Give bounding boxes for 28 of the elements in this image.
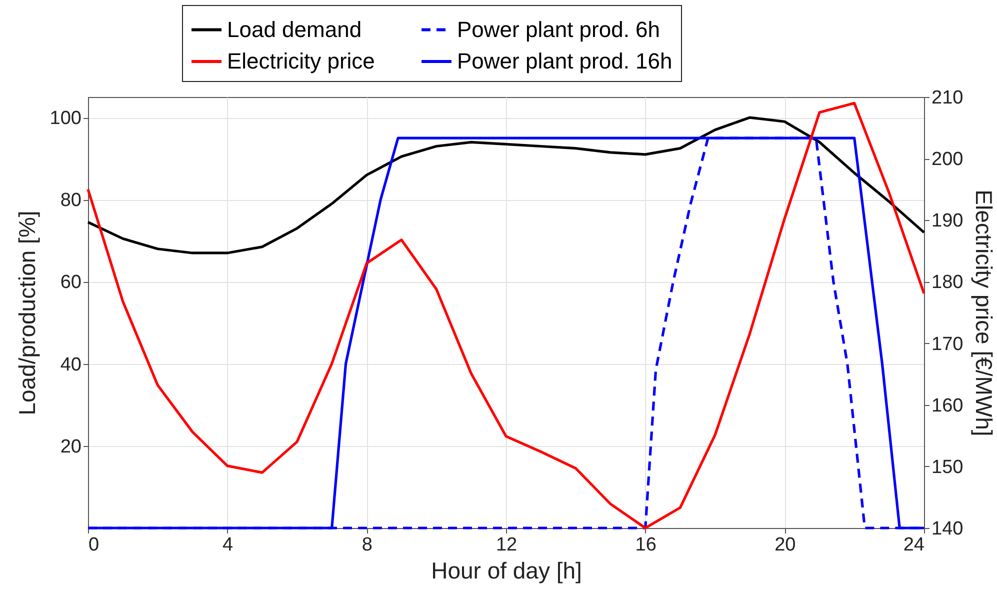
- y-tick-label: 100: [50, 108, 82, 130]
- y2-tick-label: 140: [932, 518, 964, 540]
- legend-label: Load demand: [227, 16, 362, 42]
- y-axis-title: Load/production [%]: [14, 210, 40, 416]
- y-tick-label: 40: [60, 354, 82, 376]
- x-tick-label: 4: [222, 534, 234, 556]
- x-tick-label: 24: [903, 534, 925, 556]
- y-tick-label: 60: [60, 272, 82, 294]
- x-axis-title: Hour of day [h]: [431, 558, 582, 584]
- y2-axis-title: Electricity price [€/MWh]: [971, 190, 997, 436]
- y2-tick-label: 200: [932, 149, 964, 170]
- y2-tick-label: 170: [932, 334, 964, 355]
- x-tick-label: 20: [774, 534, 796, 556]
- y-tick-label: 80: [60, 190, 82, 212]
- y2-tick-label: 180: [932, 272, 964, 294]
- legend-label: Power plant prod. 6h: [457, 16, 660, 42]
- y2-tick-label: 210: [932, 88, 964, 108]
- x-tick-label: 8: [362, 534, 372, 556]
- x-tick-label: 12: [496, 534, 518, 556]
- x-tick-label: 16: [635, 534, 656, 556]
- y2-tick-label: 150: [932, 456, 964, 478]
- y-tick-label: 20: [60, 436, 82, 458]
- y2-tick-label: 190: [932, 210, 964, 232]
- legend-label: Power plant prod. 16h: [457, 48, 672, 74]
- x-tick-label: 0: [88, 534, 100, 556]
- y2-tick-label: 160: [932, 395, 964, 416]
- legend-label: Electricity price: [227, 48, 375, 74]
- line-series: [86, 116, 926, 254]
